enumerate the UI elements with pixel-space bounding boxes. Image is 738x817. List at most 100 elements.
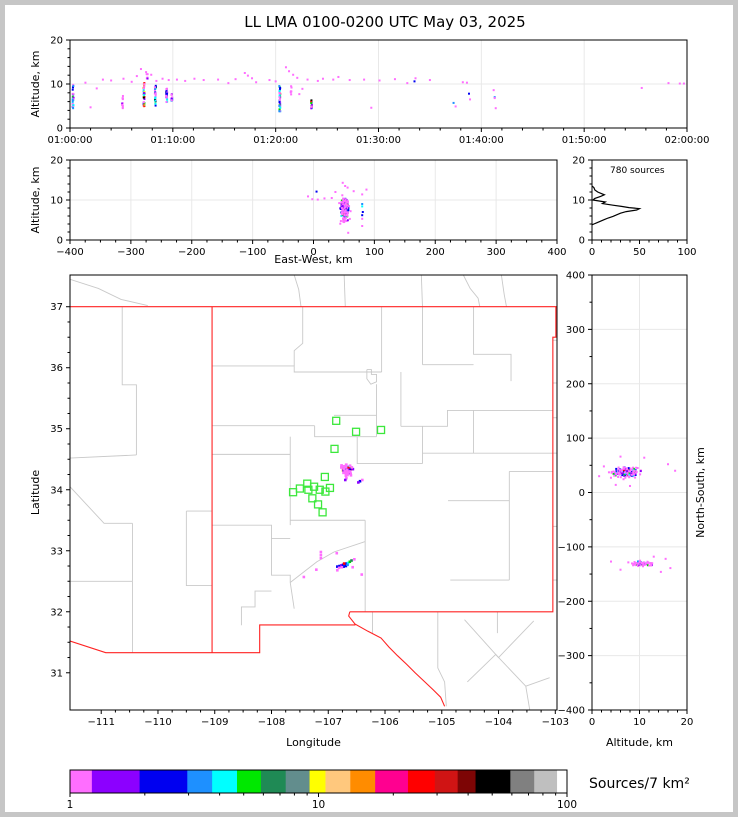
tick-label: 33 <box>50 546 63 557</box>
tick-label: −108 <box>258 717 285 728</box>
tick-label: 50 <box>633 247 646 258</box>
tick-label: −300 <box>558 651 585 662</box>
station-marker-icon <box>288 488 298 497</box>
tick-label: 0 <box>310 247 316 258</box>
county-border <box>464 619 535 659</box>
county-border <box>525 677 550 687</box>
tick-label: 100 <box>677 247 696 258</box>
county-border <box>211 365 382 373</box>
colorbar-segment <box>236 770 262 793</box>
tick-label: −200 <box>558 597 585 608</box>
tick-label: 10 <box>312 799 325 811</box>
plot-canvas: 01:00:00 01:10:00 01:20:00 01:30:00 01:40:00… <box>29 36 709 812</box>
tick-label: 32 <box>50 607 63 618</box>
tick-label: 01:20:00 <box>253 135 298 146</box>
tick-label: −103 <box>542 717 569 728</box>
source-count-annotation: 780 sources <box>610 166 665 176</box>
tick-label: 0 <box>589 247 595 258</box>
tick-label: 100 <box>557 799 577 811</box>
tick-label: 02:00:00 <box>665 135 710 146</box>
gridlines <box>592 275 687 710</box>
colorbar-segment <box>260 770 287 793</box>
colorbar-segment <box>285 770 311 793</box>
colorbar-segment <box>212 770 238 793</box>
panel-data-ns_height <box>598 455 677 573</box>
tick-label: 01:50:00 <box>562 135 607 146</box>
county-border <box>400 409 554 427</box>
station-marker-icon <box>320 472 330 482</box>
axis-label-y-ew_height: Altitude, km <box>29 166 42 233</box>
ticks <box>66 159 558 244</box>
tick-label: 20 <box>681 717 694 728</box>
tick-label: −200 <box>178 247 205 258</box>
county-border <box>293 275 302 307</box>
tick-label: 10 <box>572 196 585 207</box>
county-border <box>70 454 137 459</box>
tick-label: 100 <box>566 434 585 445</box>
county-border <box>462 275 481 307</box>
colorbar-segment <box>375 770 409 793</box>
panel-map: −111 −110 −109 −108 −107 −106 −105 −104 −103 31 32… <box>29 274 569 749</box>
station-marker-icon <box>313 500 323 509</box>
tick-label: 0 <box>57 124 63 135</box>
gridlines <box>70 160 557 240</box>
tick-label: 36 <box>50 363 63 374</box>
county-border <box>70 486 133 524</box>
station-marker-icon <box>332 416 341 425</box>
figure-title: LL LMA 0100-0200 UTC May 03, 2025 <box>244 13 526 31</box>
tick-label: −110 <box>144 717 171 728</box>
panel-data-alt_histogram <box>592 185 642 226</box>
colorbar-segment <box>91 770 141 793</box>
axes-frame <box>69 274 558 711</box>
tick-label: 10 <box>50 80 63 91</box>
tick-label: 0 <box>579 236 585 247</box>
colorbar-segment <box>325 770 351 793</box>
station-marker-icon <box>376 425 386 435</box>
axis-label-y-ns_height: North-South, km <box>694 447 707 538</box>
county-border <box>289 541 366 583</box>
tick-label: 300 <box>566 325 585 336</box>
tick-label: 100 <box>365 247 384 258</box>
county-border <box>185 511 212 586</box>
county-border <box>495 654 527 687</box>
tick-label: 20 <box>572 156 585 167</box>
axis-label-x-map: Longitude <box>286 736 341 749</box>
tick-label: −111 <box>87 717 114 728</box>
tick-label: 01:40:00 <box>459 135 504 146</box>
colorbar-segment <box>475 770 511 793</box>
colorbar-segment <box>434 770 459 793</box>
county-border <box>240 590 272 626</box>
tick-label: −109 <box>201 717 228 728</box>
county-border <box>366 369 377 385</box>
colorbar-label: Sources/7 km² <box>589 776 690 792</box>
colorbar-segment <box>350 770 376 793</box>
tick-label: 200 <box>426 247 445 258</box>
station-marker-icon <box>315 485 324 494</box>
colorbar-segment <box>557 770 568 793</box>
county-border <box>356 436 423 464</box>
county-border <box>70 278 148 306</box>
panel-data-map <box>70 275 557 710</box>
panel-time_height: 01:00:00 01:10:00 01:20:00 01:30:00 01:40:00… <box>29 36 709 147</box>
tick-label: 1 <box>67 799 74 811</box>
tick-label: 400 <box>566 271 585 282</box>
station-marker-icon <box>351 427 361 436</box>
axis-label-x-ew_height: East-West, km <box>274 253 352 266</box>
panel-data-time_height <box>71 66 685 113</box>
tick-label: 31 <box>50 668 63 679</box>
colorbar-segment <box>407 770 436 793</box>
tick-label: 400 <box>547 247 566 258</box>
county-border <box>314 425 377 438</box>
tick-label: 10 <box>50 196 63 207</box>
state-border <box>348 611 446 707</box>
altitude-histogram-line <box>592 185 642 226</box>
panel-ns_height: 0 10 20 400 300 200 100 0 −100 −200 −300 −400 Altitu… <box>558 271 707 750</box>
tick-label: −300 <box>117 247 144 258</box>
tick-label: 0 <box>57 236 63 247</box>
county-border <box>271 538 295 609</box>
county-border <box>500 275 507 307</box>
county-border <box>121 306 137 455</box>
county-border <box>293 306 304 366</box>
ticks <box>588 274 688 714</box>
